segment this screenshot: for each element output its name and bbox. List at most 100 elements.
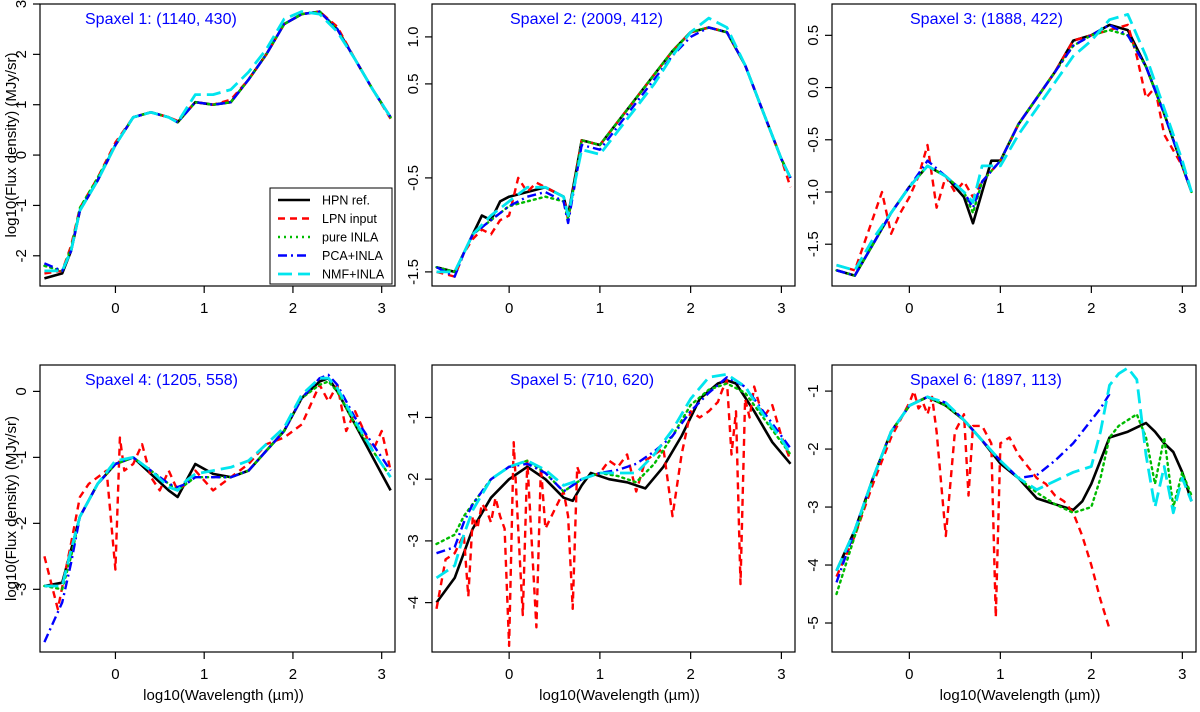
series-group [435,372,792,647]
x-tick-label: 1 [996,300,1004,317]
series-line-pca-inla [43,373,392,643]
y-tick-label: -1.5 [405,259,422,285]
series-line-pca-inla [435,26,792,278]
y-tick-label: 0 [13,151,30,159]
panel-title: Spaxel 2: (2009, 412) [510,11,663,28]
y-tick-label: -2 [13,517,30,530]
plot-frame [431,3,796,287]
series-line-pca-inla [835,393,1111,583]
x-tick-label: 0 [905,300,913,317]
y-tick-label: 0 [13,387,30,395]
x-axis-label: log10(Wavelength (µm)) [143,687,304,704]
x-tick-label: 3 [1178,300,1186,317]
x-tick-label: 1 [200,300,208,317]
y-tick-label: -5 [805,616,822,629]
y-tick-label: -2 [805,442,822,455]
series-line-lpn-input [436,26,792,278]
y-tick-label: -0.5 [405,165,422,191]
x-axis-label: log10(Wavelength (µm)) [539,687,700,704]
legend-label: pure INLA [322,231,379,245]
x-tick-label: 2 [289,666,297,683]
series-line-nmf-inla [44,10,392,273]
chart-panel-4: 0 1 2 3 -3 -2 -1 0 Spaxel 4: (1205, 558) log10(Fl… [3,364,396,704]
series-group [835,12,1193,277]
y-tick-label: -3 [805,500,822,513]
series-line-nmf-inla [836,12,1193,272]
legend-label: HPN ref. [322,194,370,208]
x-tick-label: 3 [378,300,386,317]
y-tick-label: -1 [13,451,30,464]
x-tick-label: 2 [1087,666,1095,683]
x-tick-label: 2 [686,300,694,317]
x-tick-label: 3 [777,300,785,317]
y-tick-label: 2 [13,50,30,58]
series-line-lpn-input [835,389,1111,630]
series-line-hpn-ref [435,379,792,604]
y-axis-label: log10(Flux density) (MJy/sr) [3,416,20,601]
chart-panel-5: 0 1 2 3 -4 -3 -2 -1 Spaxel 5: (710, 620) log10(Wa… [405,364,796,704]
y-tick-label: 1.0 [405,26,422,47]
series-line-nmf-inla [44,376,392,588]
x-tick-label: 1 [596,300,604,317]
y-tick-label: -3 [405,534,422,547]
series-line-lpn-input [43,383,392,611]
panel-title: Spaxel 4: (1205, 558) [85,372,238,389]
plot-frame [39,3,396,287]
legend-label: LPN input [322,212,377,226]
series-line-pca-inla [836,23,1193,277]
panel-title: Spaxel 1: (1140, 430) [85,11,237,28]
plot-frame [431,364,796,653]
y-tick-label: -1 [405,411,422,424]
series-line-pca-inla [43,10,392,273]
panels-group: 0 1 2 3 -2 -1 0 1 2 3 Spaxel 1: (1140, 430) log10(F… [3,0,1197,704]
plot-frame [831,364,1197,653]
y-tick-label: 0.5 [805,25,822,46]
y-tick-label: 3 [13,0,30,8]
series-line-pure-inla [43,380,392,591]
y-tick-label: -1 [13,199,30,212]
y-tick-label: -2 [13,249,30,262]
series-line-lpn-input [836,23,1193,272]
x-tick-label: 2 [686,666,694,683]
chart-panel-6: 0 1 2 3 -5 -4 -3 -2 -1 Spaxel 6: (1897, 113) log10… [805,364,1197,704]
x-axis-label: log10(Wavelength (µm)) [940,687,1101,704]
y-tick-label: -2 [405,473,422,486]
y-tick-label: -4 [805,558,822,571]
panel-title: Spaxel 3: (1888, 422) [910,11,1063,28]
series-group [43,373,392,643]
x-tick-label: 2 [1087,300,1095,317]
series-line-hpn-ref [436,26,792,274]
x-tick-label: 1 [596,666,604,683]
series-line-nmf-inla [435,372,792,580]
y-tick-label: 0.5 [405,73,422,94]
y-tick-label: -4 [405,596,422,609]
y-tick-label: -0.5 [805,127,822,153]
x-tick-label: 3 [1178,666,1186,683]
legend: HPN ref. LPN input pure INLA PCA+INLA NMF+IN… [269,187,393,285]
x-tick-label: 2 [289,300,297,317]
series-line-hpn-ref [44,376,392,588]
series-line-nmf-inla [436,16,792,274]
x-tick-label: 1 [996,666,1004,683]
series-line-pca-inla [436,376,792,555]
x-tick-label: 0 [111,666,119,683]
plot-frame [39,364,396,653]
chart-panel-1: 0 1 2 3 -2 -1 0 1 2 3 Spaxel 1: (1140, 430) log10(F… [3,0,396,317]
series-line-hpn-ref [836,23,1193,277]
series-group [43,10,392,280]
plot-frame [831,3,1197,287]
x-tick-label: 1 [200,666,208,683]
legend-box [269,187,393,285]
series-line-lpn-input [435,379,792,647]
x-tick-label: 0 [505,300,513,317]
series-line-pure-inla [435,26,792,274]
y-tick-label: -3 [13,583,30,596]
chart-panel-2: 0 1 2 3 -1.5 -0.5 0.5 1.0 Spaxel 2: (2009, 412) [405,3,796,317]
x-tick-label: 3 [777,666,785,683]
y-tick-label: 1 [13,101,30,109]
y-axis-label: log10(Flux density) (MJy/sr) [3,52,20,237]
series-line-nmf-inla [835,366,1193,572]
x-tick-label: 0 [111,300,119,317]
y-tick-label: -1 [805,384,822,397]
